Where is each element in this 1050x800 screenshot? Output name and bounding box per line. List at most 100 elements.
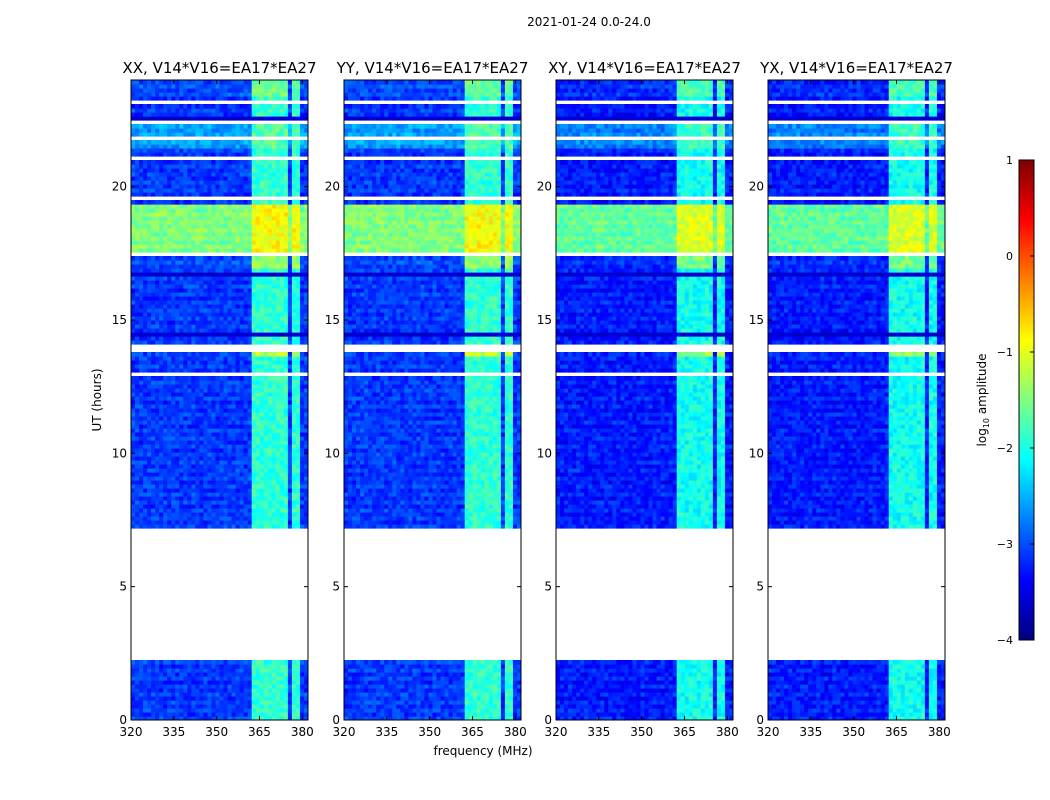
heatmap-cell	[155, 132, 160, 137]
heatmap-cell	[219, 140, 225, 145]
heatmap-cell	[167, 312, 172, 317]
heatmap-cell	[275, 272, 281, 277]
heatmap-cell	[155, 292, 160, 297]
heatmap-cell	[291, 380, 297, 385]
heatmap-cell	[135, 280, 140, 285]
heatmap-cell	[183, 520, 188, 525]
heatmap-cell	[139, 256, 144, 261]
heatmap-cell	[139, 328, 144, 333]
heatmap-cell	[179, 400, 184, 405]
heatmap-cell	[207, 216, 213, 221]
heatmap-cell	[191, 460, 196, 465]
heatmap-cell	[199, 716, 205, 720]
heatmap-cell	[295, 140, 301, 145]
heatmap-cell	[151, 232, 156, 237]
heatmap-cell	[131, 496, 136, 501]
heatmap-cell	[267, 340, 273, 345]
heatmap-cell	[239, 244, 245, 249]
heatmap-cell	[163, 168, 168, 173]
heatmap-cell	[299, 700, 305, 705]
heatmap-cell	[263, 692, 269, 697]
heatmap-cell	[263, 492, 269, 497]
heatmap-cell	[211, 212, 217, 217]
heatmap-cell	[303, 292, 308, 297]
heatmap-cell	[219, 292, 225, 297]
heatmap-cell	[283, 460, 289, 465]
heatmap-cell	[271, 208, 277, 213]
heatmap-cell	[155, 676, 160, 681]
heatmap-cell	[271, 316, 277, 321]
heatmap-cell	[259, 444, 265, 449]
heatmap-cell	[167, 164, 172, 169]
heatmap-cell	[283, 444, 289, 449]
heatmap-cell	[147, 680, 152, 685]
heatmap-cell	[243, 496, 249, 501]
heatmap-cell	[135, 464, 140, 469]
heatmap-cell	[195, 336, 200, 341]
heatmap-cell	[203, 692, 209, 697]
heatmap-cell	[243, 512, 249, 517]
heatmap-cell	[299, 708, 305, 713]
heatmap-cell	[223, 132, 229, 137]
heatmap-cell	[183, 152, 188, 157]
heatmap-cell	[239, 408, 245, 413]
heatmap-cell	[227, 352, 233, 357]
heatmap-cell	[235, 452, 241, 457]
heatmap-cell	[219, 132, 225, 137]
heatmap-cell	[199, 368, 205, 373]
heatmap-cell	[299, 392, 305, 397]
heatmap-cell	[299, 200, 305, 205]
heatmap-cell	[179, 324, 184, 329]
heatmap-cell	[179, 676, 184, 681]
heatmap-cell	[231, 396, 237, 401]
heatmap-cell	[143, 692, 148, 697]
heatmap-cell	[295, 108, 301, 113]
heatmap-cell	[283, 152, 289, 157]
heatmap-cell	[291, 108, 297, 113]
heatmap-cell	[287, 188, 293, 193]
heatmap-cell	[175, 676, 180, 681]
heatmap-cell	[191, 412, 196, 417]
heatmap-cell	[203, 676, 209, 681]
heatmap-cell	[299, 212, 305, 217]
heatmap-cell	[235, 284, 241, 289]
heatmap-cell	[291, 488, 297, 493]
heatmap-cell	[291, 116, 297, 121]
heatmap-cell	[171, 292, 176, 297]
heatmap-cell	[183, 464, 188, 469]
heatmap-cell	[295, 236, 301, 241]
heatmap-cell	[183, 96, 188, 101]
heatmap-cell	[247, 360, 253, 365]
heatmap-cell	[227, 504, 233, 509]
heatmap-cell	[283, 264, 289, 269]
heatmap-cell	[179, 176, 184, 181]
heatmap-cell	[223, 504, 229, 509]
heatmap-cell	[147, 268, 152, 273]
heatmap-cell	[303, 320, 308, 325]
heatmap-cell	[147, 496, 152, 501]
heatmap-cell	[155, 260, 160, 265]
heatmap-cell	[207, 272, 213, 277]
heatmap-cell	[215, 356, 221, 361]
heatmap-cell	[131, 492, 136, 497]
heatmap-cell	[283, 408, 289, 413]
heatmap-cell	[143, 180, 148, 185]
heatmap-cell	[159, 176, 164, 181]
heatmap-cell	[251, 244, 257, 249]
heatmap-cell	[143, 480, 148, 485]
heatmap-cell	[271, 168, 277, 173]
heatmap-cell	[267, 524, 273, 529]
heatmap-cell	[259, 456, 265, 461]
heatmap-cell	[243, 476, 249, 481]
heatmap-cell	[203, 496, 209, 501]
heatmap-cell	[271, 312, 277, 317]
heatmap-cell	[275, 268, 281, 273]
heatmap-cell	[159, 112, 164, 117]
heatmap-cell	[295, 188, 301, 193]
heatmap-cell	[155, 180, 160, 185]
heatmap-cell	[247, 340, 253, 345]
heatmap-cell	[143, 404, 148, 409]
heatmap-cell	[183, 240, 188, 245]
heatmap-cell	[155, 476, 160, 481]
heatmap-cell	[187, 704, 192, 709]
